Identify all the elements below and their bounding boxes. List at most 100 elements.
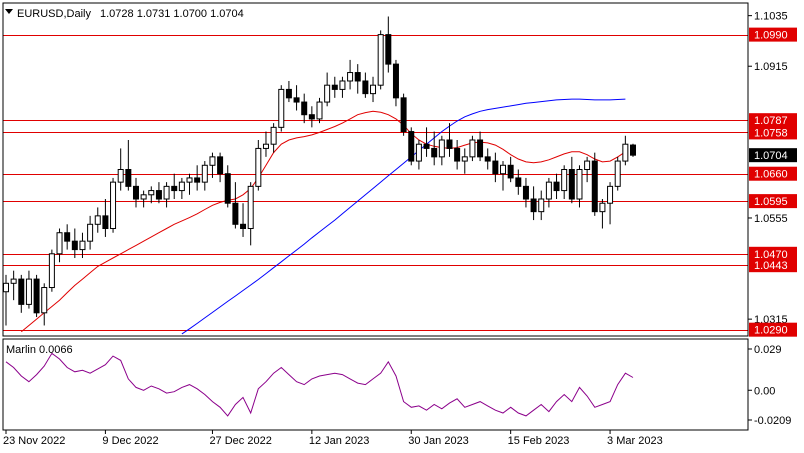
candlestick[interactable] bbox=[278, 85, 285, 132]
candlestick[interactable] bbox=[431, 131, 438, 166]
candlestick[interactable] bbox=[18, 274, 25, 313]
candlestick[interactable] bbox=[125, 139, 132, 191]
candlestick[interactable] bbox=[87, 215, 94, 250]
candlestick[interactable] bbox=[186, 173, 193, 195]
candlestick[interactable] bbox=[553, 173, 560, 200]
candlestick[interactable] bbox=[293, 85, 300, 111]
candlestick[interactable] bbox=[607, 182, 614, 225]
candlestick[interactable] bbox=[507, 156, 514, 183]
bullish-candle-body bbox=[278, 88, 285, 128]
candlestick[interactable] bbox=[454, 139, 461, 170]
bullish-candle-body bbox=[370, 84, 377, 95]
candlestick[interactable] bbox=[25, 270, 32, 309]
bearish-candle-body bbox=[515, 177, 522, 187]
candlestick[interactable] bbox=[622, 135, 629, 166]
candlestick[interactable] bbox=[247, 182, 254, 246]
bearish-candle-body bbox=[408, 131, 415, 162]
candlestick[interactable] bbox=[48, 249, 55, 292]
candlestick[interactable] bbox=[362, 72, 369, 98]
candlestick[interactable] bbox=[316, 97, 323, 124]
candlestick[interactable] bbox=[56, 228, 63, 263]
bearish-candle-body bbox=[507, 164, 514, 179]
candlestick[interactable] bbox=[630, 143, 636, 157]
candlestick[interactable] bbox=[538, 190, 545, 221]
candlestick[interactable] bbox=[217, 152, 224, 183]
candlestick[interactable] bbox=[132, 177, 139, 208]
candlestick[interactable] bbox=[71, 228, 78, 259]
level-label-text: 1.0758 bbox=[754, 127, 788, 139]
candlestick[interactable] bbox=[614, 156, 621, 191]
candlestick[interactable] bbox=[591, 152, 598, 216]
candlestick[interactable] bbox=[492, 152, 499, 183]
candlestick[interactable] bbox=[423, 127, 430, 157]
candlestick[interactable] bbox=[224, 165, 231, 208]
candlestick[interactable] bbox=[94, 207, 101, 233]
candlestick[interactable] bbox=[270, 123, 277, 153]
candlestick[interactable] bbox=[576, 165, 583, 208]
candlestick[interactable] bbox=[515, 169, 522, 195]
candlestick[interactable] bbox=[255, 139, 262, 191]
level-price-label: 1.0758 bbox=[749, 125, 797, 140]
candlestick[interactable] bbox=[240, 203, 247, 237]
indicator-label: Marlin 0.0066 bbox=[6, 344, 73, 356]
candlestick[interactable] bbox=[347, 59, 354, 90]
candlestick[interactable] bbox=[377, 30, 384, 90]
level-label-text: 1.0470 bbox=[754, 249, 788, 261]
candlestick[interactable] bbox=[568, 156, 575, 204]
candlestick[interactable] bbox=[339, 76, 346, 98]
candlestick[interactable] bbox=[285, 80, 292, 103]
candlestick[interactable] bbox=[522, 177, 529, 208]
candlestick[interactable] bbox=[461, 148, 468, 174]
candlestick[interactable] bbox=[408, 127, 415, 166]
candlestick[interactable] bbox=[301, 93, 308, 124]
candlestick[interactable] bbox=[110, 177, 117, 233]
candlestick[interactable] bbox=[171, 173, 178, 200]
candlestick[interactable] bbox=[209, 152, 216, 178]
candlestick[interactable] bbox=[41, 283, 48, 326]
candlestick[interactable] bbox=[194, 165, 201, 191]
candlestick[interactable] bbox=[102, 199, 109, 237]
candlestick[interactable] bbox=[561, 165, 568, 200]
candlestick[interactable] bbox=[331, 76, 338, 98]
candlestick[interactable] bbox=[469, 135, 476, 162]
candlestick[interactable] bbox=[438, 135, 445, 166]
candlestick[interactable] bbox=[64, 224, 71, 250]
candlestick[interactable] bbox=[354, 64, 361, 94]
candlestick[interactable] bbox=[392, 59, 399, 107]
candlestick[interactable] bbox=[232, 182, 239, 229]
candlestick[interactable] bbox=[446, 123, 453, 157]
bearish-candle-body bbox=[392, 63, 399, 99]
candlestick[interactable] bbox=[415, 139, 422, 170]
candlestick[interactable] bbox=[117, 148, 124, 191]
bearish-candle-body bbox=[301, 101, 308, 116]
candlestick[interactable] bbox=[155, 182, 162, 204]
price-tick-label: 1.0915 bbox=[754, 61, 788, 73]
candlestick[interactable] bbox=[530, 186, 537, 221]
candlestick[interactable] bbox=[163, 182, 170, 208]
candlestick[interactable] bbox=[140, 190, 147, 208]
candlestick[interactable] bbox=[201, 161, 208, 191]
candlestick[interactable] bbox=[484, 148, 491, 170]
candlestick[interactable] bbox=[477, 131, 484, 162]
candlestick[interactable] bbox=[178, 177, 185, 200]
indicator-pane[interactable] bbox=[5, 352, 634, 417]
candlestick[interactable] bbox=[500, 161, 507, 191]
candlestick[interactable] bbox=[545, 177, 552, 208]
candlestick[interactable] bbox=[148, 186, 155, 204]
candlestick[interactable] bbox=[308, 106, 315, 128]
candlestick[interactable] bbox=[10, 270, 17, 301]
candlestick[interactable] bbox=[370, 76, 377, 103]
bearish-candle-body bbox=[530, 198, 537, 213]
candlestick[interactable] bbox=[385, 16, 392, 73]
chart-menu-triangle-icon[interactable] bbox=[5, 9, 13, 14]
candlestick[interactable] bbox=[324, 72, 331, 107]
price-pane[interactable] bbox=[3, 16, 748, 335]
candlestick[interactable] bbox=[400, 93, 407, 136]
candlestick[interactable] bbox=[599, 199, 606, 229]
candlestick[interactable] bbox=[79, 232, 86, 259]
candlestick[interactable] bbox=[33, 274, 40, 318]
candlestick[interactable] bbox=[262, 131, 269, 157]
candlestick[interactable] bbox=[584, 156, 591, 183]
